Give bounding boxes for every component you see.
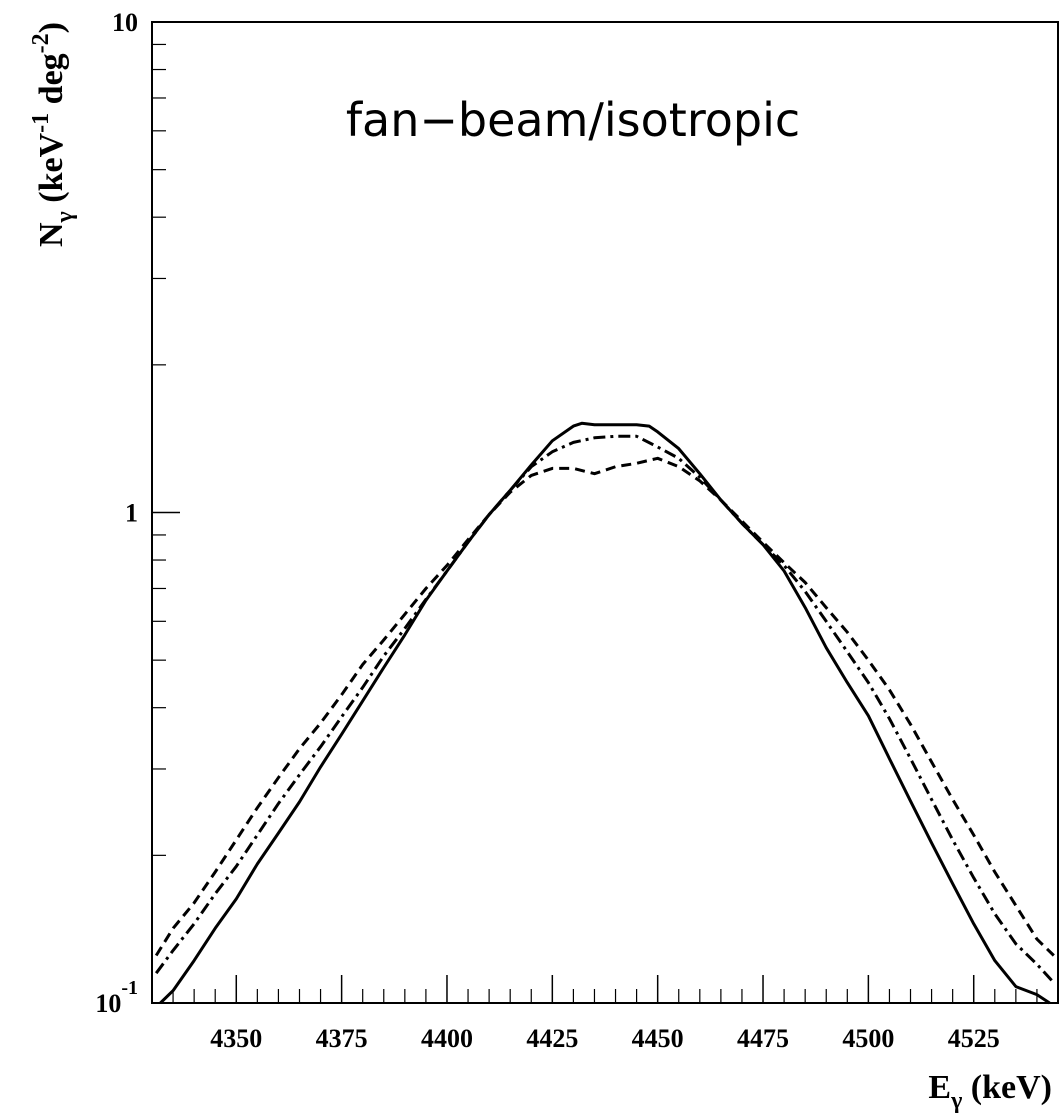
annotation-text: fan−beam/isotropic [346, 93, 800, 147]
x-tick-label: 4350 [210, 1024, 262, 1053]
x-tick-label: 4425 [526, 1024, 578, 1053]
series-line-dashdot [154, 434, 1055, 984]
y-axis-title-sup2: -2 [28, 33, 54, 53]
x-tick-label: 4375 [316, 1024, 368, 1053]
y-tick-label-base: 10 [112, 8, 138, 37]
y-axis-title-main: N [33, 222, 70, 247]
y-axis-title-c: ) [33, 22, 70, 33]
x-tick-label: 4500 [842, 1024, 894, 1053]
y-axis-title: Nγ (keV-1 deg-2) [28, 22, 78, 247]
x-axis-title-sub: γ [950, 1088, 962, 1114]
x-tick-label: 4450 [632, 1024, 684, 1053]
x-tick-label: 4475 [737, 1024, 789, 1053]
plot-frame [151, 21, 1059, 1004]
series-line-dashed [154, 456, 1055, 957]
x-axis-title-unit: (keV) [962, 1069, 1052, 1106]
x-tick-label: 4400 [421, 1024, 473, 1053]
y-axis-title-sup1: -1 [28, 113, 54, 133]
y-tick-label-base: 1 [125, 499, 138, 528]
y-tick-label-base: 10 [95, 989, 121, 1018]
y-axis-title-b: deg [33, 53, 70, 113]
series-line-solid [159, 421, 1051, 1005]
series-layer [154, 421, 1055, 1005]
y-tick-label: 10-1 [95, 977, 138, 1018]
axes-layer [151, 21, 1059, 1004]
y-tick-label: 10 [112, 8, 138, 37]
y-axis-title-sub: γ [52, 211, 78, 223]
y-axis-title-a: (keV [33, 132, 70, 211]
y-tick-label-exp: -1 [121, 977, 138, 999]
x-tick-label: 4525 [948, 1024, 1000, 1053]
x-axis-title: Eγ (keV) [928, 1069, 1052, 1114]
y-tick-label: 1 [125, 499, 138, 528]
x-axis-title-main: E [928, 1069, 951, 1106]
